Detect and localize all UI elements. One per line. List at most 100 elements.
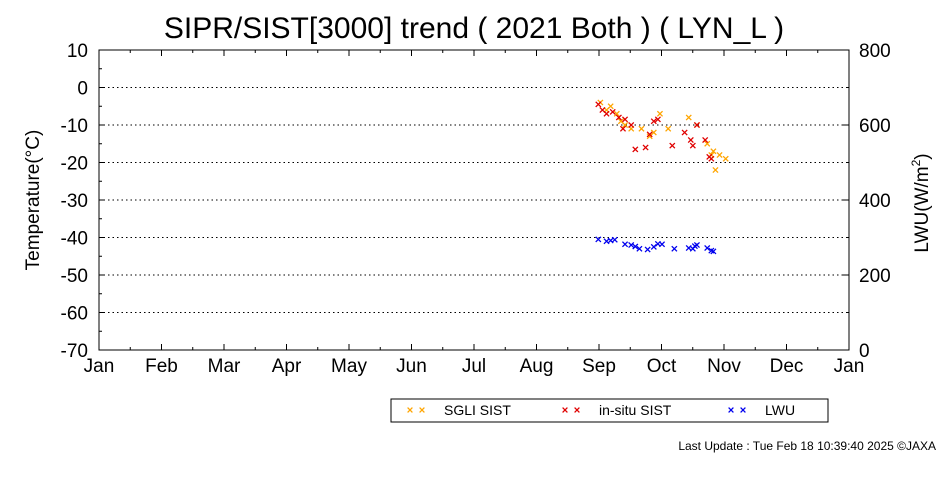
- x-tick-label: Jun: [396, 356, 427, 377]
- left-axis: 10 0 -10 -20 -30 -40 -50 -60 -70: [61, 41, 105, 362]
- data-point: [708, 155, 715, 162]
- data-point: [644, 246, 651, 253]
- data-point: [702, 136, 709, 144]
- data-point: [607, 103, 614, 110]
- left-tick-label: -30: [61, 191, 88, 212]
- y-axis-left-label: Temperature(°C): [23, 130, 44, 271]
- data-point: [613, 110, 620, 117]
- y-axis-right-label: LWU(W/m2): [909, 153, 933, 252]
- series-layer: [595, 99, 729, 255]
- x-axis: Jan Feb Mar Apr May Jun Jul Aug Sep Oct Nov Dec Jan: [84, 50, 865, 377]
- data-point: [650, 118, 657, 125]
- legend-marker: [562, 407, 568, 413]
- grid: [99, 87, 849, 313]
- x-tick-label: May: [331, 356, 367, 377]
- left-tick-label: -50: [61, 266, 88, 287]
- x-tick-label: Nov: [707, 356, 741, 377]
- data-point: [611, 236, 618, 243]
- series-lwu: [595, 236, 717, 255]
- y-axis-right-label-sup: 2: [909, 159, 923, 166]
- data-point: [704, 244, 711, 252]
- chart-title: SIPR/SIST[3000] trend ( 2021 Both ) ( LY…: [164, 12, 784, 45]
- left-tick-label: -20: [61, 154, 88, 175]
- x-tick-label: Jul: [462, 356, 486, 377]
- right-tick-label: 800: [859, 41, 891, 62]
- data-point: [621, 241, 629, 248]
- data-point: [671, 245, 678, 252]
- x-tick-label: Apr: [272, 356, 302, 377]
- right-tick-label: 200: [859, 266, 891, 287]
- data-point: [619, 125, 627, 132]
- data-point: [650, 129, 657, 136]
- data-point: [716, 151, 723, 159]
- data-point: [656, 110, 664, 117]
- legend-marker: [419, 407, 425, 413]
- legend-marker: [740, 407, 746, 413]
- left-tick-label: -70: [61, 341, 88, 362]
- x-tick-label: Dec: [770, 356, 804, 377]
- x-tick-label: Oct: [647, 356, 677, 377]
- footer-text: Last Update : Tue Feb 18 10:39:40 2025 ©…: [678, 439, 936, 453]
- data-point: [632, 243, 639, 250]
- data-point: [665, 125, 672, 132]
- legend-marker: [574, 407, 580, 413]
- x-tick-label: Aug: [520, 356, 554, 377]
- data-point: [609, 108, 616, 115]
- right-tick-label: 0: [859, 341, 870, 362]
- series-sgli-sist: [597, 99, 729, 174]
- legend-item: in-situ SIST: [562, 402, 672, 418]
- data-point: [595, 101, 602, 108]
- data-point: [621, 116, 629, 123]
- data-point: [603, 110, 610, 117]
- legend-box: [390, 398, 829, 423]
- data-point: [710, 148, 717, 155]
- x-tick-label: Mar: [208, 356, 241, 377]
- legend-label: SGLI SIST: [444, 402, 511, 418]
- y-axis-right-label-base: LWU(W/m: [912, 166, 933, 252]
- data-point: [654, 116, 661, 123]
- right-tick-label: 400: [859, 191, 891, 212]
- data-point: [642, 144, 649, 151]
- left-tick-label: -60: [61, 304, 88, 325]
- legend-label: in-situ SIST: [599, 402, 672, 418]
- x-tick-label: Sep: [582, 356, 616, 377]
- left-tick-label: 10: [67, 41, 88, 62]
- right-tick-label: 600: [859, 116, 891, 137]
- data-point: [704, 140, 711, 147]
- data-point: [685, 114, 692, 121]
- x-tick-label: Jan: [84, 356, 115, 377]
- data-point: [615, 114, 622, 121]
- series-in-situ-sist: [595, 101, 715, 162]
- data-point: [628, 121, 635, 129]
- data-point: [689, 142, 696, 149]
- data-point: [646, 131, 653, 138]
- data-point: [638, 125, 645, 132]
- left-tick-label: -10: [61, 116, 88, 137]
- data-point: [669, 142, 676, 149]
- data-point: [636, 245, 643, 252]
- data-point: [632, 146, 639, 153]
- data-point: [681, 129, 688, 136]
- y-axis-right-label-end: ): [912, 153, 933, 159]
- legend: SGLI SIST in-situ SIST LWU: [390, 398, 829, 423]
- left-tick-label: 0: [77, 79, 88, 100]
- data-point: [712, 166, 719, 174]
- legend-marker: [728, 407, 734, 413]
- data-point: [628, 241, 635, 249]
- data-point: [710, 248, 717, 255]
- legend-label: LWU: [765, 402, 795, 418]
- data-point: [722, 155, 729, 162]
- legend-item: LWU: [728, 402, 795, 418]
- data-point: [693, 121, 701, 129]
- data-point: [621, 121, 629, 129]
- data-point: [693, 241, 701, 249]
- left-tick-label: -40: [61, 229, 88, 250]
- x-tick-label: Jan: [834, 356, 865, 377]
- right-axis: 800 600 400 200 0: [843, 41, 891, 362]
- legend-item: SGLI SIST: [407, 402, 511, 418]
- data-point: [650, 243, 657, 250]
- data-point: [658, 241, 666, 248]
- legend-marker: [407, 407, 413, 413]
- data-point: [595, 236, 602, 243]
